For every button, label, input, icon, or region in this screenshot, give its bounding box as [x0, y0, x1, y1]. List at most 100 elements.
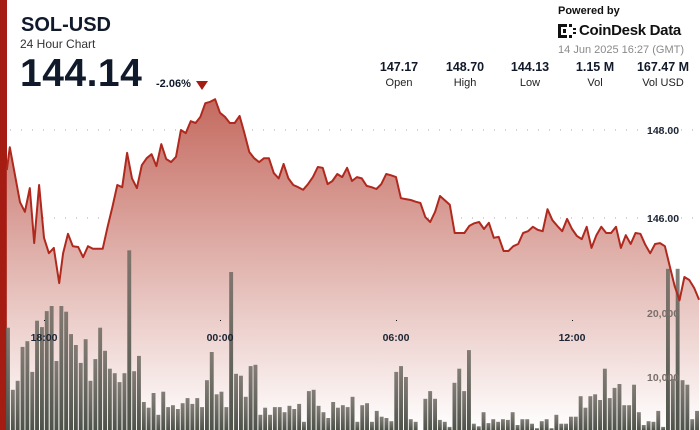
volume-bar — [25, 341, 30, 430]
coindesk-data-logo[interactable]: CoinDesk Data — [558, 22, 681, 39]
volume-bar — [20, 346, 25, 430]
volume-bar — [670, 378, 675, 430]
volume-bar — [617, 384, 622, 430]
x-tick — [220, 320, 221, 321]
volume-bar — [394, 371, 399, 430]
volume-bar — [598, 400, 602, 430]
volume-bar — [336, 407, 340, 430]
volume-bar — [306, 391, 311, 430]
volume-bar — [185, 398, 190, 430]
volume-bar — [680, 380, 685, 430]
volume-bar — [292, 409, 297, 430]
volume-bar — [127, 250, 132, 430]
volume-bar — [272, 407, 277, 430]
volume-bar — [535, 428, 539, 430]
volume-bar — [360, 405, 365, 430]
volume-bar — [612, 387, 617, 430]
volume-bar — [695, 410, 699, 430]
volume-bar — [559, 423, 564, 430]
volume-bar — [365, 403, 369, 430]
stat-value: 148.70 — [445, 60, 485, 74]
volume-bar — [282, 412, 287, 430]
volume-bar — [107, 368, 112, 430]
price-area — [6, 99, 700, 430]
volume-bar — [549, 428, 554, 430]
volume-bar — [263, 407, 268, 430]
volume-bar — [607, 398, 612, 430]
volume-bars — [6, 250, 699, 430]
volume-bar — [175, 409, 180, 430]
volume-bar — [10, 389, 15, 430]
volume-bar — [510, 412, 515, 430]
volume-bar — [583, 407, 588, 430]
volume-bar — [408, 419, 413, 430]
volume-bar — [569, 416, 573, 430]
volume-bar — [651, 421, 656, 430]
volume-bar — [331, 402, 336, 430]
x-tick-label: 12:00 — [559, 332, 586, 344]
volume-bar — [156, 414, 161, 430]
volume-bar — [234, 373, 238, 430]
volume-bar — [6, 327, 10, 430]
volume-bar — [15, 380, 20, 430]
price-tick-label: 146.00 — [647, 213, 679, 225]
stat-vol-usd: 167.47 M Vol USD — [628, 60, 698, 89]
volume-bar — [277, 407, 282, 430]
volume-bar — [287, 405, 292, 430]
stat-value: 144.13 — [510, 60, 550, 74]
volume-bar — [564, 423, 568, 430]
volume-bar — [476, 426, 481, 430]
volume-bar — [423, 398, 428, 430]
volume-bar — [345, 407, 350, 430]
volume-bar — [200, 407, 204, 430]
powered-by: Powered by — [558, 5, 620, 17]
volume-bar — [355, 421, 360, 430]
volume-bar — [437, 419, 442, 430]
volume-bar — [122, 373, 127, 430]
stat-label: Vol — [587, 77, 603, 89]
volume-tick-label: 10,000 — [647, 372, 679, 384]
volume-bar — [195, 398, 200, 430]
volume-bar — [243, 396, 248, 430]
volume-bar — [137, 355, 141, 430]
volume-bar — [641, 425, 646, 430]
volume-bar — [685, 384, 690, 430]
stat-label: High — [453, 77, 477, 89]
stat-label: Low — [519, 77, 541, 89]
volume-bar — [350, 396, 355, 430]
volume-bar — [491, 419, 496, 430]
volume-bar — [268, 414, 272, 430]
volume-bar — [496, 421, 501, 430]
volume-bar — [627, 405, 632, 430]
volume-bar — [442, 421, 447, 430]
volume-bar — [214, 394, 219, 430]
volume-bar — [93, 359, 98, 430]
volume-bar — [374, 410, 379, 430]
volume-bar — [413, 421, 418, 430]
volume-bar — [73, 345, 78, 430]
volume-bar — [632, 384, 636, 430]
volume-bar — [544, 419, 549, 430]
volume-bar — [88, 380, 93, 430]
volume-bar — [44, 311, 49, 430]
stat-label: Open — [385, 77, 413, 89]
volume-bar — [675, 268, 680, 430]
stat-high: 148.70 High — [430, 60, 500, 89]
volume-bar — [384, 418, 389, 430]
volume-bar — [457, 368, 462, 430]
volume-bar — [253, 364, 258, 430]
volume-bar — [622, 405, 627, 430]
volume-bar — [224, 407, 229, 430]
chart-subtitle: 24 Hour Chart — [20, 37, 96, 51]
volume-bar — [602, 368, 607, 430]
volume-bar — [141, 402, 146, 430]
volume-bar — [180, 403, 185, 430]
volume-bar — [539, 421, 544, 430]
volume-bar — [379, 416, 384, 430]
volume-bar — [98, 327, 103, 430]
volume-tick-label: 20,000 — [647, 308, 679, 320]
time-axis: 18:00 00:00 06:00 12:00 — [31, 320, 586, 344]
volume-bar — [554, 414, 559, 430]
volume-bar — [447, 426, 452, 430]
